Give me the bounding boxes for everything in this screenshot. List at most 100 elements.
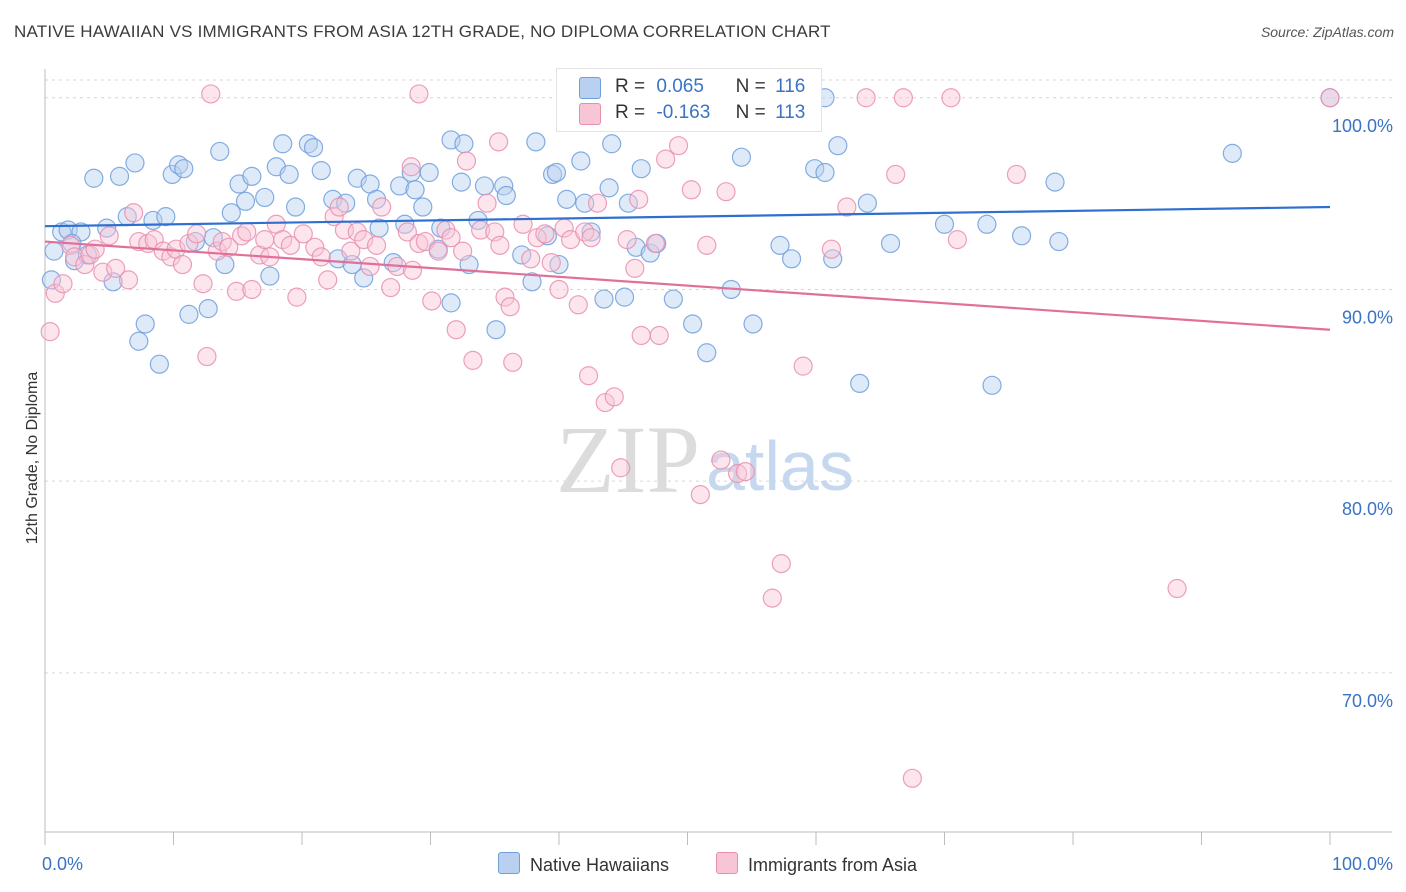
- data-point: [631, 159, 651, 179]
- data-point: [366, 235, 387, 255]
- data-point: [1049, 231, 1069, 252]
- data-point: [828, 136, 848, 156]
- data-point: [941, 88, 961, 108]
- data-point: [273, 134, 293, 154]
- data-point: [649, 325, 669, 346]
- data-point: [805, 159, 825, 179]
- data-point: [594, 289, 614, 309]
- data-point: [571, 151, 591, 171]
- data-point: [1167, 578, 1187, 599]
- x-tick-label: 100.0%: [1332, 854, 1393, 874]
- data-point: [645, 233, 665, 254]
- data-point: [474, 176, 495, 196]
- x-tick-label: 0.0%: [42, 854, 83, 874]
- legend-n-label: N =: [735, 76, 766, 97]
- data-point: [422, 291, 442, 311]
- data-point: [490, 235, 510, 255]
- data-point: [397, 222, 417, 242]
- data-point: [1320, 88, 1340, 108]
- data-point: [61, 235, 81, 255]
- data-point: [97, 218, 117, 238]
- data-point: [280, 235, 301, 255]
- data-point: [1006, 164, 1027, 185]
- data-point: [402, 260, 423, 280]
- data-point: [668, 136, 689, 156]
- data-point: [496, 185, 516, 206]
- data-point: [347, 222, 367, 242]
- data-point: [1011, 226, 1032, 246]
- data-point: [856, 88, 876, 108]
- data-point: [477, 193, 497, 213]
- data-point: [293, 224, 313, 244]
- data-point: [611, 458, 631, 478]
- data-point: [383, 253, 403, 273]
- data-point: [599, 178, 619, 198]
- watermark-zip: ZIP: [556, 406, 700, 513]
- legend-r-label: R =: [615, 76, 646, 97]
- data-point: [413, 197, 433, 217]
- data-point: [169, 155, 189, 175]
- data-point: [255, 230, 275, 250]
- data-point: [656, 149, 676, 169]
- data-point: [451, 172, 471, 192]
- data-point: [372, 197, 392, 217]
- data-point: [454, 134, 474, 154]
- data-point: [125, 153, 145, 173]
- data-point: [617, 230, 637, 250]
- data-point: [857, 193, 878, 213]
- data-point: [156, 207, 176, 227]
- data-point: [711, 450, 731, 470]
- data-point: [982, 375, 1002, 395]
- data-point: [99, 226, 119, 246]
- data-points: [40, 82, 1340, 788]
- source-note: Source: ZipAtlas.com: [1260, 24, 1394, 40]
- data-point: [602, 134, 622, 154]
- data-point: [453, 241, 473, 261]
- data-point: [541, 253, 561, 273]
- data-point: [210, 141, 230, 162]
- data-point: [581, 222, 601, 242]
- data-point: [149, 354, 169, 374]
- stats-legend: R = 0.065 N = 116 R = -0.163 N = 113: [556, 68, 822, 132]
- axes: [44, 69, 1392, 845]
- data-point: [535, 224, 555, 244]
- series-native-hawaiians: [41, 82, 1340, 395]
- data-point: [109, 166, 130, 186]
- data-point: [625, 258, 645, 278]
- watermark: ZIP atlas: [556, 406, 854, 513]
- bottom-legend-immigrants-from-asia[interactable]: Immigrants from Asia: [716, 852, 917, 876]
- bottom-legend-swatch-immigrants-from-asia: [716, 852, 738, 874]
- data-point: [446, 320, 466, 340]
- data-point: [690, 484, 710, 505]
- data-point: [84, 168, 104, 188]
- trend-line-immigrants-from-asia: [44, 240, 1331, 331]
- y-tick-label: 70.0%: [1342, 691, 1393, 711]
- data-point: [419, 162, 439, 183]
- data-point: [219, 237, 239, 257]
- data-point: [305, 237, 325, 257]
- trend-lines: [44, 205, 1331, 331]
- legend-swatch-immigrants-from-asia: [579, 103, 601, 125]
- data-point: [522, 272, 542, 292]
- bottom-legend-label-native-hawaiians: Native Hawaiians: [530, 855, 670, 875]
- data-point: [902, 768, 922, 788]
- data-point: [549, 279, 569, 300]
- data-point: [770, 235, 790, 255]
- data-point: [198, 299, 218, 319]
- data-point: [463, 350, 483, 370]
- data-point: [53, 274, 73, 294]
- data-point: [500, 297, 520, 317]
- data-point: [93, 262, 113, 282]
- data-point: [947, 230, 967, 250]
- data-point: [977, 214, 997, 234]
- data-point: [193, 274, 213, 294]
- watermark-atlas: atlas: [706, 427, 854, 505]
- data-point: [815, 162, 835, 183]
- data-point: [221, 203, 241, 223]
- data-point: [526, 132, 546, 152]
- series-immigrants-from-asia: [40, 84, 1340, 788]
- data-point: [124, 203, 144, 223]
- bottom-legend-label-immigrants-from-asia: Immigrants from Asia: [748, 855, 918, 875]
- data-point: [237, 222, 257, 242]
- bottom-legend-native-hawaiians[interactable]: Native Hawaiians: [498, 852, 669, 876]
